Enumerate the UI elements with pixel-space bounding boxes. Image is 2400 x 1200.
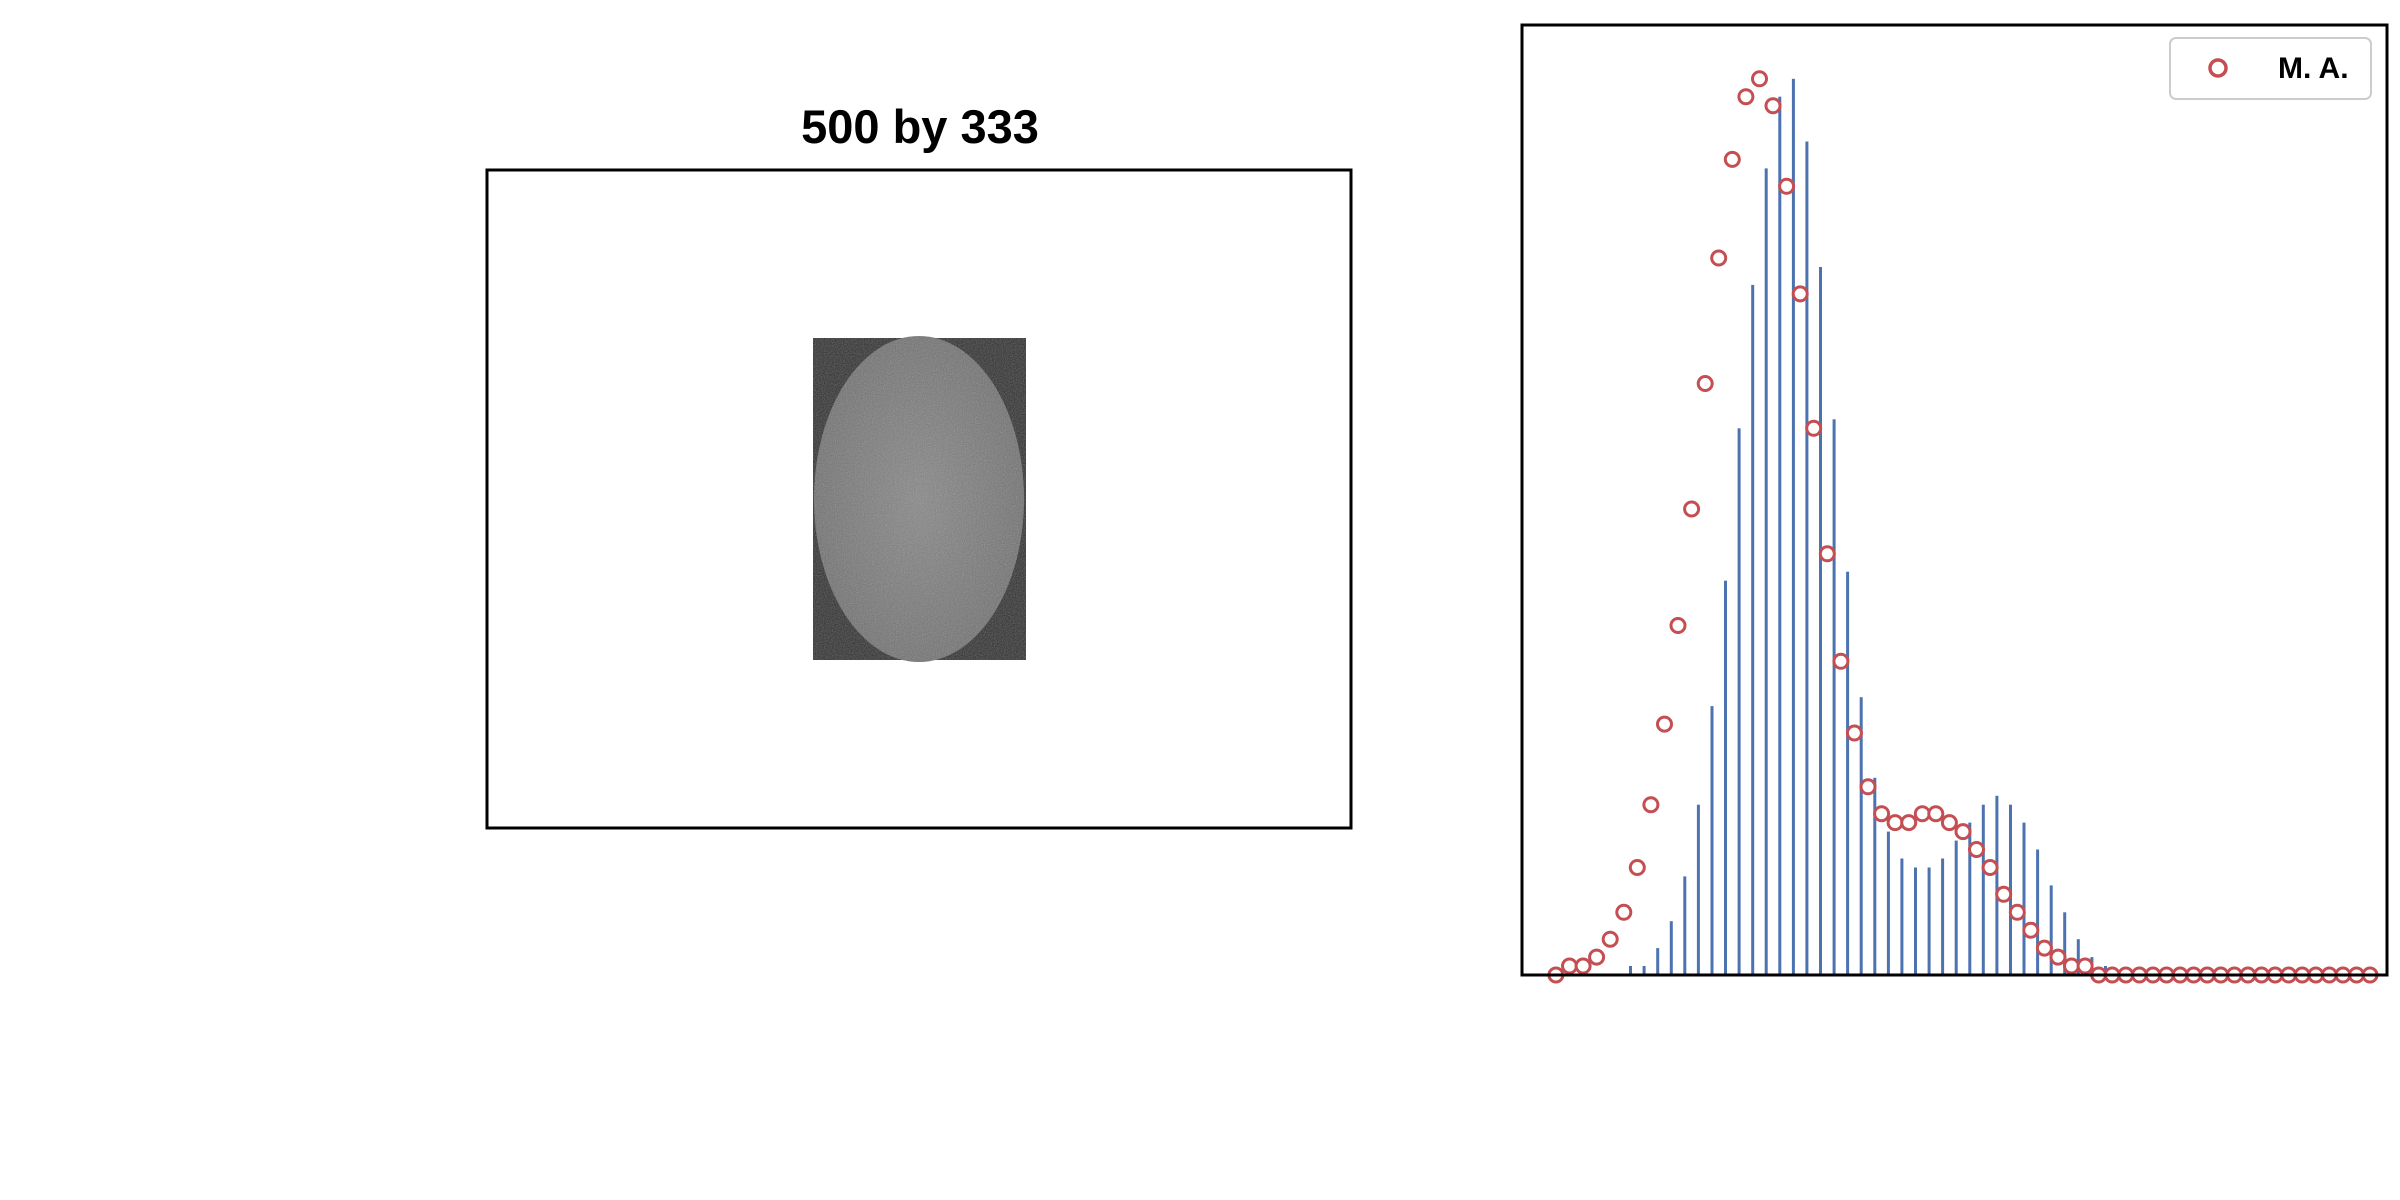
ma-marker [1981, 859, 1999, 876]
ma-marker [1859, 778, 1877, 796]
ma-marker [1710, 249, 1728, 267]
ma-marker [1954, 823, 1972, 841]
histogram-bar [2022, 822, 2026, 975]
histogram-bar [1642, 966, 1646, 975]
ma-marker [2063, 957, 2080, 975]
histogram-bar [1873, 777, 1877, 975]
ma-marker [1683, 500, 1701, 518]
ma-marker [1995, 885, 2013, 903]
legend-label-ma: M. A. [2278, 52, 2349, 85]
ma-marker [1601, 930, 1619, 948]
legend-marker-icon [2208, 58, 2228, 78]
histogram-bar [2049, 885, 2053, 975]
histogram-bar [1629, 966, 1632, 975]
ma-marker [2022, 921, 2040, 939]
ma-marker [1873, 805, 1891, 823]
ma-marker [1818, 545, 1836, 563]
histogram-bar [1981, 804, 1985, 975]
image-panel: 500 by 333 [485, 100, 1353, 830]
ma-marker [1642, 796, 1660, 814]
histogram-bar [1941, 858, 1945, 975]
ma-marker [1615, 903, 1633, 921]
ma-marker [1778, 177, 1796, 195]
ma-marker [2076, 957, 2094, 975]
ma-marker [1968, 841, 1985, 858]
histogram-bar [1696, 804, 1700, 975]
ma-marker [2035, 939, 2053, 957]
ma-marker [1886, 814, 1904, 832]
ma-marker [1913, 805, 1931, 823]
ma-marker [1696, 375, 1714, 392]
ma-marker [1574, 957, 1592, 975]
histogram-bar [1832, 419, 1836, 975]
ma-marker [1588, 948, 1606, 966]
histogram-bar [1927, 867, 1931, 975]
ma-marker [1561, 957, 1578, 975]
grayscale-image [813, 336, 1026, 662]
histogram-bar [1968, 822, 1972, 975]
histogram-bar [1954, 840, 1958, 975]
legend: M. A. [2169, 37, 2372, 100]
histogram-bar [2076, 939, 2080, 975]
ma-marker [1723, 150, 1741, 168]
ma-marker [1656, 715, 1673, 733]
chart-frame-bg [1522, 25, 2387, 975]
histogram-bar [1656, 948, 1660, 975]
ma-marker [2008, 903, 2026, 921]
histogram-bar [1724, 580, 1727, 975]
histogram-bar [1751, 284, 1755, 975]
chart-frame [1520, 23, 2389, 977]
ma-marker [1764, 97, 1782, 115]
histogram-bar [1900, 858, 1904, 975]
histogram-bar [2063, 912, 2067, 975]
ma-marker [1940, 814, 1958, 832]
histogram-bar [1710, 706, 1714, 975]
ma-marker [1832, 652, 1850, 670]
ma-marker [1751, 70, 1768, 88]
ma-marker [2049, 948, 2067, 966]
ma-marker [1845, 724, 1863, 742]
histogram-chart: M. A. [1520, 23, 2389, 984]
ma-marker [1669, 617, 1687, 634]
histogram-bar [1737, 428, 1741, 975]
histogram-bar [1859, 697, 1863, 975]
ma-marker [1628, 859, 1646, 876]
histogram-bar [1995, 795, 1999, 975]
image-panel-title: 500 by 333 [801, 100, 1039, 153]
histogram-bar [1846, 571, 1850, 975]
histogram-bar [1914, 867, 1917, 975]
histogram-bars [1629, 78, 2107, 975]
ma-marker [1805, 419, 1823, 437]
ma-marker [1791, 285, 1809, 303]
histogram-bar [1778, 96, 1782, 975]
ma-marker [1737, 88, 1755, 106]
histogram-bar [1764, 168, 1768, 975]
histogram-bar [1683, 876, 1687, 975]
ma-marker [1900, 814, 1918, 832]
ma-marker [1927, 805, 1945, 823]
histogram-bar [1805, 141, 1809, 975]
legend-box [2169, 37, 2372, 100]
histogram-bar [1886, 831, 1890, 975]
histogram-bar [1791, 78, 1795, 975]
histogram-bar [1669, 921, 1673, 975]
moving-average-markers [1547, 70, 2379, 984]
histogram-bar [1819, 267, 1822, 975]
histogram-bar [2036, 849, 2040, 975]
